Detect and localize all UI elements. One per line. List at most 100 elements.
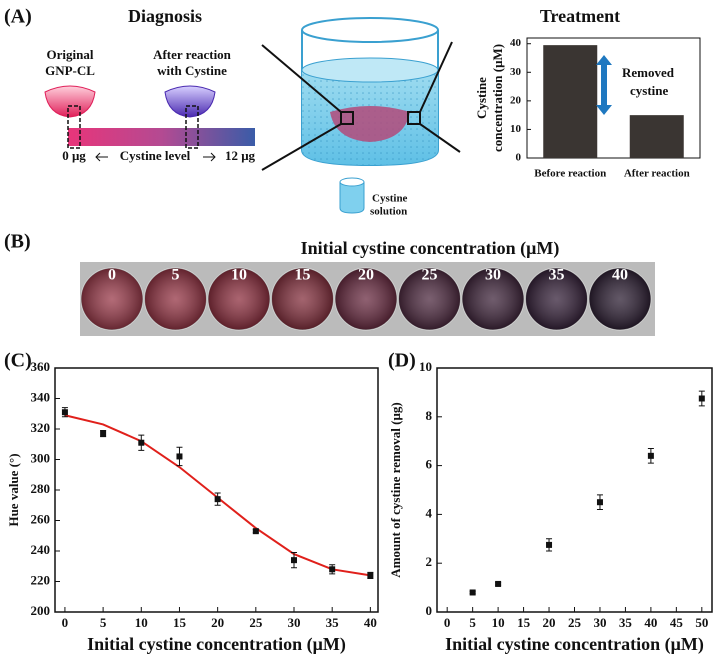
lens-label: After reaction xyxy=(153,47,232,62)
well-shade xyxy=(462,268,524,330)
well-label: 5 xyxy=(172,267,180,284)
point xyxy=(367,572,374,579)
point xyxy=(291,557,298,564)
lens-label: with Cystine xyxy=(157,63,227,78)
point xyxy=(647,452,654,459)
point xyxy=(495,580,502,587)
y-tick-label: 8 xyxy=(426,408,433,423)
well-label: 35 xyxy=(549,267,565,284)
x-tick-label: 20 xyxy=(211,615,224,630)
well-shade xyxy=(589,268,651,330)
x-tick-label: 10 xyxy=(492,615,505,630)
bar xyxy=(543,45,598,159)
x-tick-label: 25 xyxy=(568,615,582,630)
annotation: Removed xyxy=(622,65,675,80)
y-tick-label: 300 xyxy=(31,450,51,465)
wells-title: Initial cystine concentration (μM) xyxy=(301,238,560,259)
scale-min: 0 μg xyxy=(62,148,86,163)
well-label: 20 xyxy=(358,267,374,284)
x-tick-label: 30 xyxy=(288,615,301,630)
x-tick-label: 45 xyxy=(670,615,684,630)
x-tick-label: 40 xyxy=(364,615,377,630)
x-tick-label: 40 xyxy=(644,615,657,630)
plot-frame xyxy=(436,367,713,613)
y-axis-label: Cystine xyxy=(474,77,489,119)
well-label: 40 xyxy=(612,267,628,284)
y-tick-label: 6 xyxy=(426,457,433,472)
well-shade xyxy=(81,268,143,330)
y-tick-label: 280 xyxy=(31,481,51,496)
well-label: 25 xyxy=(422,267,438,284)
beaker-illustration xyxy=(261,17,461,214)
scale-label: Cystine level xyxy=(120,148,191,163)
panel-label: (B) xyxy=(4,231,31,253)
point xyxy=(138,439,145,446)
point xyxy=(214,496,221,503)
y-tick-label: 30 xyxy=(510,66,522,78)
beaker-label: solution xyxy=(370,206,407,218)
y-tick-label: 0 xyxy=(426,603,433,618)
point xyxy=(252,528,259,535)
well-label: 15 xyxy=(295,267,311,284)
well-shade xyxy=(271,268,334,330)
x-tick-label: 10 xyxy=(135,615,148,630)
annotation: cystine xyxy=(630,83,669,98)
y-tick-label: 340 xyxy=(31,389,51,404)
well-label: 10 xyxy=(231,267,247,284)
x-tick-label: 25 xyxy=(249,615,263,630)
y-tick-label: 220 xyxy=(31,572,51,587)
point xyxy=(176,453,183,460)
y-tick-label: 10 xyxy=(419,359,432,374)
scale-max: 12 μg xyxy=(225,148,256,163)
x-tick-label: 20 xyxy=(543,615,556,630)
point xyxy=(546,541,553,548)
point xyxy=(469,589,476,596)
y-tick-label: 200 xyxy=(31,603,51,618)
y-tick-label: 260 xyxy=(31,511,51,526)
well-shade xyxy=(335,268,397,330)
annotation-arrow xyxy=(596,55,612,115)
y-tick-label: 240 xyxy=(31,542,51,557)
y-axis-label: Amount of cystine removal (μg) xyxy=(388,402,403,577)
x-axis-label: Initial cystine concentration (μM) xyxy=(87,634,346,655)
bar xyxy=(629,115,684,158)
y-tick-label: 40 xyxy=(510,37,522,49)
well-label: 30 xyxy=(485,267,501,284)
y-axis-label: concentration (μM) xyxy=(490,44,505,152)
y-tick-label: 320 xyxy=(31,420,51,435)
point xyxy=(698,395,705,402)
y-tick-label: 20 xyxy=(510,94,522,106)
point xyxy=(596,499,603,506)
x-tick-label: 15 xyxy=(173,615,187,630)
lens-label: Original xyxy=(47,47,94,62)
x-tick-label: 0 xyxy=(62,615,69,630)
y-tick-label: 4 xyxy=(426,505,433,520)
x-tick-label: 5 xyxy=(100,615,107,630)
plot-frame xyxy=(526,37,701,159)
lens-label: GNP-CL xyxy=(45,63,95,78)
plot-frame xyxy=(54,367,379,613)
treatment-title: Treatment xyxy=(540,6,620,26)
x-tick-label: 15 xyxy=(517,615,531,630)
well-shade xyxy=(525,268,588,330)
point xyxy=(329,566,336,573)
well-shade xyxy=(398,268,461,330)
point xyxy=(100,430,107,437)
well-label: 0 xyxy=(108,267,116,284)
x-tick-label: 50 xyxy=(695,615,708,630)
x-tick-label: 35 xyxy=(619,615,633,630)
x-axis-label: Initial cystine concentration (μM) xyxy=(445,634,704,655)
panel-label: (D) xyxy=(388,350,416,372)
well-shade xyxy=(144,268,207,330)
y-tick-label: 0 xyxy=(516,152,522,164)
x-tick-label: 30 xyxy=(593,615,606,630)
point xyxy=(61,409,68,416)
beaker-label: Cystine xyxy=(372,193,408,205)
x-tick-label: 0 xyxy=(444,615,451,630)
x-tick-label: 35 xyxy=(326,615,340,630)
y-tick-label: 360 xyxy=(31,359,51,374)
panel-label: (C) xyxy=(4,350,32,372)
x-tick-label: After reaction xyxy=(624,168,690,180)
x-tick-label: Before reaction xyxy=(534,168,606,180)
